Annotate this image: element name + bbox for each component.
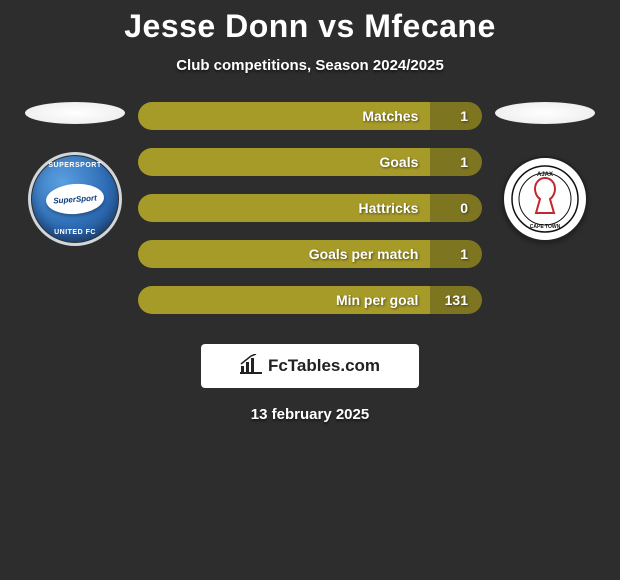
stat-label: Matches: [138, 102, 430, 130]
stat-bar: Goals per match1: [138, 240, 482, 268]
footer-brand: FcTables.com: [201, 344, 419, 388]
club-left-bottom-text: UNITED FC: [54, 229, 96, 236]
subtitle: Club competitions, Season 2024/2025: [0, 57, 620, 74]
footer-brand-text: FcTables.com: [268, 356, 380, 376]
stat-value-right: 1: [430, 102, 482, 130]
club-left-inner: SuperSport: [45, 182, 105, 216]
stat-label: Hattricks: [138, 194, 430, 222]
club-left-top-text: SUPERSPORT: [48, 162, 101, 169]
stat-value-right: 131: [430, 286, 482, 314]
stats-column: Matches1Goals1Hattricks0Goals per match1…: [130, 102, 490, 332]
player-left-placeholder: [25, 102, 125, 124]
date-text: 13 february 2025: [0, 406, 620, 423]
ajax-icon: AJAX CAPE TOWN: [510, 164, 580, 234]
club-badge-right: AJAX CAPE TOWN: [502, 156, 588, 242]
player-left-column: SUPERSPORT SuperSport UNITED FC: [20, 102, 130, 242]
stat-label: Goals: [138, 148, 430, 176]
svg-text:CAPE TOWN: CAPE TOWN: [530, 224, 561, 230]
stat-bar: Min per goal131: [138, 286, 482, 314]
stat-value-right: 1: [430, 240, 482, 268]
stat-label: Goals per match: [138, 240, 430, 268]
stat-value-right: 0: [430, 194, 482, 222]
stat-value-right: 1: [430, 148, 482, 176]
stat-bar: Goals1: [138, 148, 482, 176]
page-title: Jesse Donn vs Mfecane: [0, 8, 620, 45]
comparison-infographic: Jesse Donn vs Mfecane Club competitions,…: [0, 0, 620, 423]
chart-icon: [240, 354, 262, 379]
stat-bar: Matches1: [138, 102, 482, 130]
main-row: SUPERSPORT SuperSport UNITED FC Matches1…: [0, 102, 620, 332]
stat-label: Min per goal: [138, 286, 430, 314]
player-right-placeholder: [495, 102, 595, 124]
club-badge-left: SUPERSPORT SuperSport UNITED FC: [32, 156, 118, 242]
svg-text:AJAX: AJAX: [537, 172, 553, 178]
player-right-column: AJAX CAPE TOWN: [490, 102, 600, 242]
stat-bar: Hattricks0: [138, 194, 482, 222]
